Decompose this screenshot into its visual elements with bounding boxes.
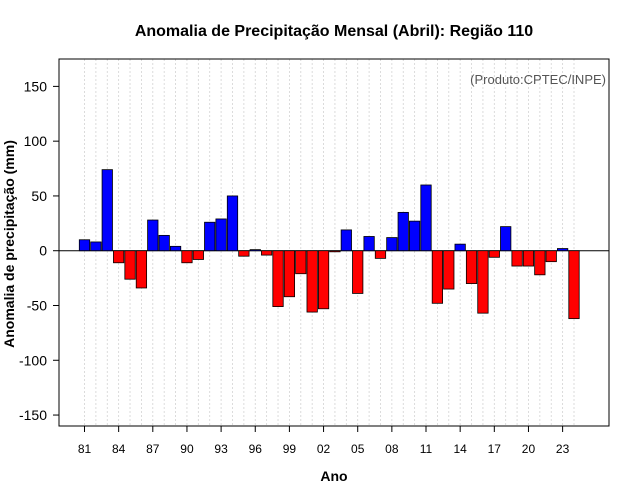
- bar-1991: [192, 250, 204, 260]
- x-axis: 81 84 87 90 93 96 99 02 05 08 11 14 17 20 23: [78, 426, 570, 456]
- x-tick-label: 96: [249, 442, 263, 456]
- y-axis-label: Anomalia de precipitação (mm): [1, 140, 17, 348]
- bar-1997: [261, 250, 273, 256]
- bar-2014: [454, 243, 466, 252]
- bar-2003: [329, 250, 341, 253]
- bar-2012: [431, 250, 443, 304]
- bar-2016: [477, 250, 489, 314]
- bar-2000: [295, 250, 307, 275]
- bar-1983: [101, 169, 113, 252]
- x-tick-label: 81: [78, 442, 92, 456]
- x-tick-label: 90: [180, 442, 194, 456]
- y-tick-label: -50: [27, 297, 47, 313]
- bar-1989: [169, 245, 182, 252]
- bar-1981: [78, 239, 91, 252]
- bar-2002: [317, 250, 330, 310]
- x-tick-label: 02: [317, 442, 331, 456]
- y-tick-label: 100: [24, 133, 48, 149]
- bar-2005: [352, 250, 364, 294]
- bar-2009: [397, 211, 409, 252]
- bar-2008: [386, 237, 398, 252]
- bar-2007: [374, 250, 387, 259]
- y-tick-label: 150: [24, 78, 48, 94]
- bar-2017: [488, 250, 500, 258]
- x-tick-label: 17: [488, 442, 502, 456]
- y-tick-label: -100: [19, 352, 47, 368]
- bars: [78, 169, 580, 320]
- bar-1996: [249, 249, 261, 252]
- y-tick-label: -150: [19, 407, 47, 423]
- y-tick-label: 0: [39, 243, 47, 259]
- x-tick-label: 84: [112, 442, 126, 456]
- bar-2010: [409, 220, 421, 252]
- bar-2011: [420, 184, 432, 252]
- x-tick-label: 14: [453, 442, 467, 456]
- plot-frame: [58, 58, 610, 427]
- bar-1987: [147, 219, 159, 252]
- bar-2006: [363, 236, 375, 252]
- x-tick-label: 08: [385, 442, 399, 456]
- bar-2001: [306, 250, 318, 313]
- y-tick-label: 50: [31, 188, 47, 204]
- x-tick-label: 05: [351, 442, 365, 456]
- bar-1994: [226, 195, 239, 252]
- bar-1995: [238, 250, 250, 257]
- chart-title: Anomalia de Precipitação Mensal (Abril):…: [135, 23, 533, 40]
- x-axis-label: Ano: [320, 468, 347, 484]
- x-tick-label: 20: [522, 442, 536, 456]
- bar-1992: [204, 221, 216, 252]
- bar-1998: [272, 250, 284, 307]
- bar-1982: [90, 241, 102, 252]
- x-tick-label: 11: [420, 442, 433, 456]
- y-axis: -150 -100 -50 0 50 100 150: [19, 78, 59, 423]
- bar-2021: [534, 250, 546, 276]
- bar-2004: [340, 229, 352, 252]
- bar-1990: [181, 250, 193, 264]
- bar-2015: [465, 250, 478, 284]
- bar-2018: [500, 226, 512, 252]
- x-tick-label: 93: [214, 442, 228, 456]
- x-tick-label: 87: [146, 442, 160, 456]
- bar-1986: [135, 250, 148, 289]
- bar-2013: [443, 250, 455, 290]
- bar-1984: [113, 250, 125, 264]
- bar-2019: [511, 250, 523, 267]
- bar-2024: [568, 250, 580, 320]
- bar-2023: [557, 248, 569, 252]
- bar-2022: [545, 250, 557, 263]
- gridlines: [84, 59, 575, 426]
- bar-1985: [124, 250, 136, 280]
- bar-1993: [215, 218, 227, 252]
- x-tick-label: 99: [283, 442, 297, 456]
- bar-2020: [522, 250, 535, 267]
- source-annotation: (Produto:CPTEC/INPE): [470, 72, 606, 87]
- x-tick-label: 23: [556, 442, 570, 456]
- bar-1988: [158, 234, 170, 252]
- bar-1999: [283, 250, 296, 298]
